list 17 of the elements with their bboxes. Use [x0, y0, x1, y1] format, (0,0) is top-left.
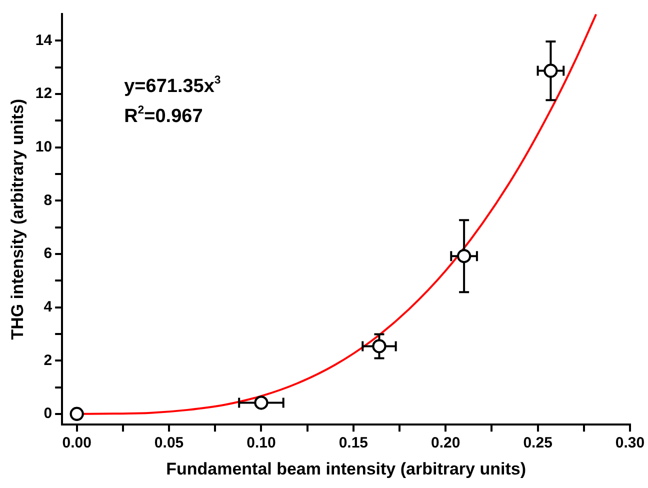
y-tick-label: 2: [44, 352, 52, 369]
y-tick-label: 4: [44, 298, 53, 316]
x-tick-label: 0.30: [615, 434, 645, 452]
y-axis-title: THG intensity (arbitrary units): [8, 98, 27, 340]
x-tick-label: 0.10: [246, 434, 276, 452]
y-tick-label: 12: [35, 85, 52, 102]
x-tick-label: 0.00: [62, 434, 92, 452]
y-tick-label: 6: [44, 245, 52, 262]
y-tick-label: 8: [44, 192, 52, 209]
y-tick-label: 14: [35, 32, 53, 49]
x-tick-label: 0.05: [154, 434, 184, 452]
x-tick-label: 0.15: [338, 434, 368, 452]
x-axis-title: Fundamental beam intensity (arbitrary units): [166, 459, 526, 478]
y-tick-label: 10: [35, 138, 52, 156]
x-tick-label: 0.20: [431, 434, 460, 452]
y-tick-label: 0: [44, 405, 52, 422]
x-tick-label: 0.25: [523, 434, 552, 452]
